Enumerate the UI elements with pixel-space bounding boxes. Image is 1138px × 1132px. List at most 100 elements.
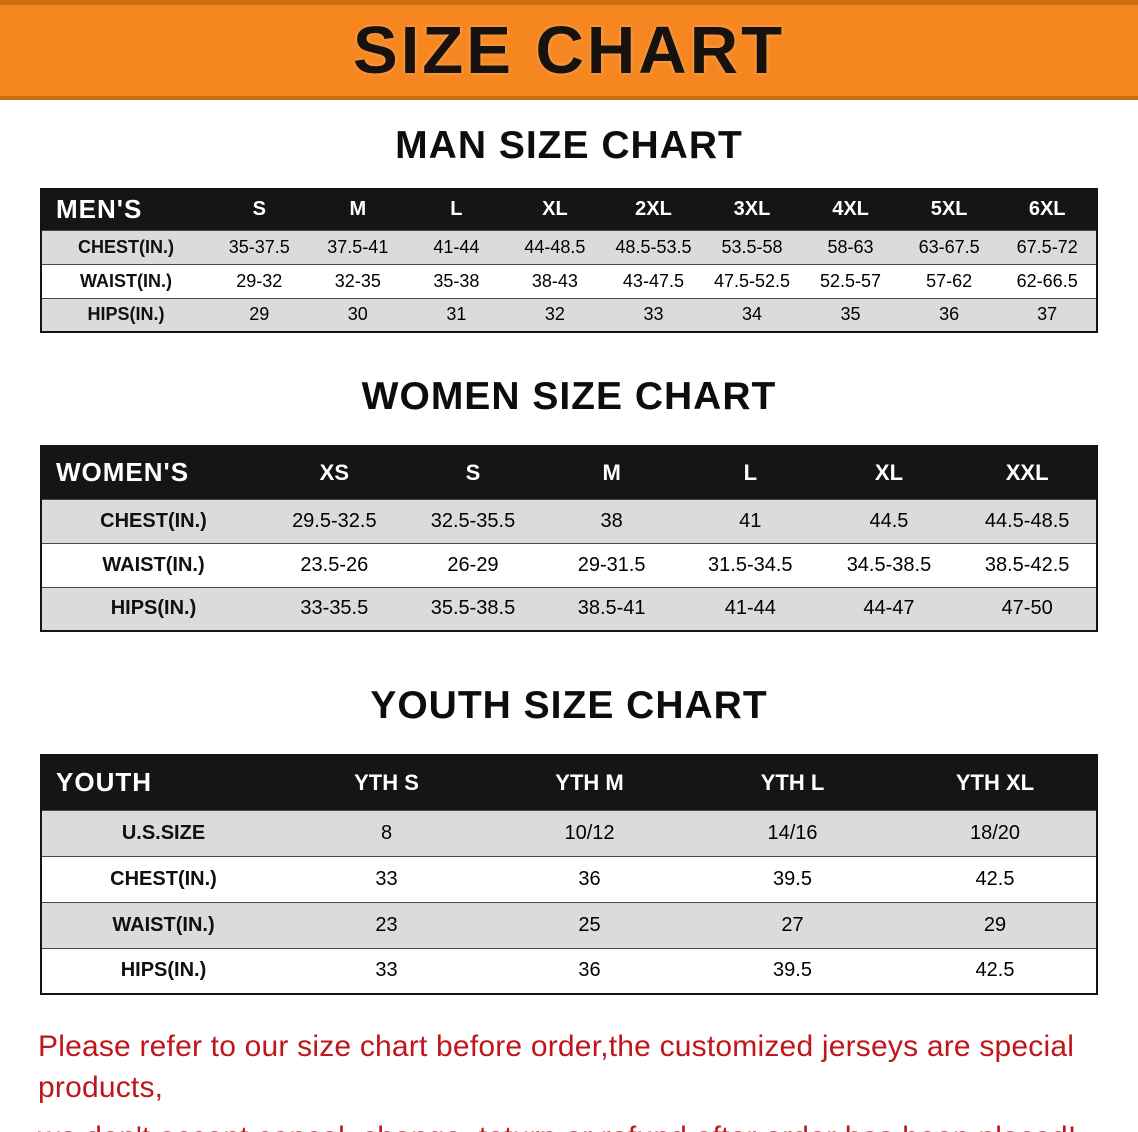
value-cell: 37	[1037, 304, 1058, 325]
value-cell: 44-47	[863, 597, 915, 620]
table-row: WAIST(IN.) 29-32 32-35 35-38 38-43 43-47.5 47.…	[41, 264, 1097, 298]
table-title-cell: WOMEN'S	[56, 457, 190, 488]
size-column-header: YTH L	[760, 769, 825, 795]
value-cell: 63-67.5	[918, 236, 980, 257]
value-cell: 35-38	[433, 270, 480, 291]
value-cell: 31	[446, 304, 467, 325]
banner: SIZE CHART	[0, 0, 1138, 100]
size-column-header: S	[252, 198, 266, 221]
table-row: U.S.SIZE 8 10/12 14/16 18/20	[41, 810, 1097, 856]
value-cell: 67.5-72	[1016, 236, 1078, 257]
value-cell: 18/20	[969, 821, 1021, 844]
value-cell: 29-31.5	[577, 553, 646, 576]
size-column-header: 5XL	[930, 198, 968, 221]
table-row: HIPS(IN.) 29 30 31 32 33 34 35 36 37	[41, 298, 1097, 332]
value-cell: 57-62	[926, 270, 973, 291]
value-cell: 42.5	[975, 867, 1015, 890]
value-cell: 35	[840, 304, 861, 325]
row-label-cell: CHEST(IN.)	[78, 236, 174, 257]
value-cell: 10/12	[564, 821, 615, 844]
notice-line-1: Please refer to our size chart before or…	[38, 1030, 1075, 1104]
men-section-heading: MAN SIZE CHART	[395, 124, 743, 167]
value-cell: 30	[347, 304, 368, 325]
row-label-cell: CHEST(IN.)	[110, 867, 217, 890]
value-cell: 37.5-41	[327, 236, 389, 257]
row-label-cell: WAIST(IN.)	[112, 913, 215, 936]
size-column-header: YTH M	[555, 769, 624, 795]
table-row: CHEST(IN.) 35-37.5 37.5-41 41-44 44-48.5 48.5…	[41, 230, 1097, 264]
value-cell: 62-66.5	[1016, 270, 1078, 291]
table-row: WAIST(IN.) 23.5-26 26-29 29-31.5 31.5-34.5 34…	[41, 543, 1097, 587]
size-column-header: M	[349, 198, 367, 221]
size-column-header: L	[743, 459, 758, 485]
value-cell: 47-50	[1001, 597, 1053, 620]
value-cell: 41-44	[433, 236, 480, 257]
value-cell: 58-63	[827, 236, 874, 257]
row-label-cell: HIPS(IN.)	[110, 597, 197, 620]
men-size-section: MAN SIZE CHART MEN'S S M L XL 2XL 3XL 4XL 5XL 6XL…	[0, 124, 1138, 333]
row-label-cell: WAIST(IN.)	[102, 553, 205, 576]
value-cell: 36	[939, 304, 960, 325]
value-cell: 42.5	[975, 959, 1015, 982]
notice-line-2: we don't accept cancel, change, teturn o…	[38, 1118, 1100, 1132]
size-column-header: S	[465, 459, 481, 485]
value-cell: 34	[741, 304, 763, 325]
value-cell: 35-37.5	[228, 236, 290, 257]
value-cell: 23	[375, 913, 398, 936]
table-title-cell: YOUTH	[56, 767, 152, 798]
value-cell: 38	[600, 509, 623, 532]
size-column-header: XXL	[1005, 459, 1049, 485]
value-cell: 8	[380, 821, 393, 844]
row-label-cell: WAIST(IN.)	[80, 270, 172, 291]
value-cell: 33	[643, 304, 664, 325]
size-column-header: YTH XL	[955, 769, 1035, 795]
value-cell: 44.5-48.5	[984, 509, 1070, 532]
value-cell: 38-43	[531, 270, 578, 291]
table-header-row: YOUTH YTH S YTH M YTH L YTH XL	[41, 755, 1097, 810]
size-column-header: M	[602, 459, 621, 485]
size-column-header: 6XL	[1028, 198, 1066, 221]
page-title: SIZE CHART	[353, 13, 785, 88]
youth-section-heading: YOUTH SIZE CHART	[370, 684, 768, 727]
table-header-row: WOMEN'S XS S M L XL XXL	[41, 446, 1097, 499]
value-cell: 33-35.5	[300, 597, 369, 620]
value-cell: 33	[375, 959, 398, 982]
size-column-header: 2XL	[635, 198, 672, 221]
table-row: CHEST(IN.) 29.5-32.5 32.5-35.5 38 41 44.5 44.5…	[41, 499, 1097, 543]
size-column-header: L	[450, 198, 463, 221]
value-cell: 23.5-26	[300, 553, 369, 576]
size-column-header: XL	[542, 198, 568, 221]
value-cell: 35.5-38.5	[430, 597, 516, 620]
value-cell: 32	[544, 304, 565, 325]
value-cell: 29	[983, 913, 1007, 936]
row-label-cell: HIPS(IN.)	[120, 959, 207, 982]
value-cell: 29-32	[236, 270, 283, 291]
value-cell: 53.5-58	[721, 236, 783, 257]
value-cell: 33	[375, 867, 398, 890]
value-cell: 25	[578, 913, 601, 936]
table-row: WAIST(IN.) 23 25 27 29	[41, 902, 1097, 948]
value-cell: 32-35	[334, 270, 381, 291]
women-section-heading: WOMEN SIZE CHART	[361, 375, 777, 418]
value-cell: 36	[578, 867, 601, 890]
table-header-row: MEN'S S M L XL 2XL 3XL 4XL 5XL 6XL	[41, 189, 1097, 230]
value-cell: 44-48.5	[524, 236, 586, 257]
value-cell: 43-47.5	[622, 270, 684, 291]
women-size-section: WOMEN SIZE CHART WOMEN'S XS S M L XL XXL CHEST(…	[0, 375, 1138, 632]
youth-size-section: YOUTH SIZE CHART YOUTH YTH S YTH M YTH L YTH…	[0, 684, 1138, 995]
table-row: HIPS(IN.) 33-35.5 35.5-38.5 38.5-41 41-44 44-…	[41, 587, 1097, 631]
order-notice: Please refer to our size chart before or…	[38, 1027, 1100, 1132]
row-label-cell: HIPS(IN.)	[87, 304, 165, 325]
row-label-cell: U.S.SIZE	[121, 821, 206, 844]
value-cell: 44.5	[869, 509, 909, 532]
value-cell: 52.5-57	[820, 270, 882, 291]
women-size-table: WOMEN'S XS S M L XL XXL CHEST(IN.) 29.5-32.5 32.5…	[40, 445, 1098, 632]
value-cell: 41	[739, 509, 762, 532]
value-cell: 14/16	[767, 821, 818, 844]
table-row: CHEST(IN.) 33 36 39.5 42.5	[41, 856, 1097, 902]
value-cell: 38.5-41	[577, 597, 646, 620]
value-cell: 39.5	[773, 959, 812, 982]
size-column-header: YTH S	[354, 769, 419, 795]
row-label-cell: CHEST(IN.)	[100, 509, 207, 532]
